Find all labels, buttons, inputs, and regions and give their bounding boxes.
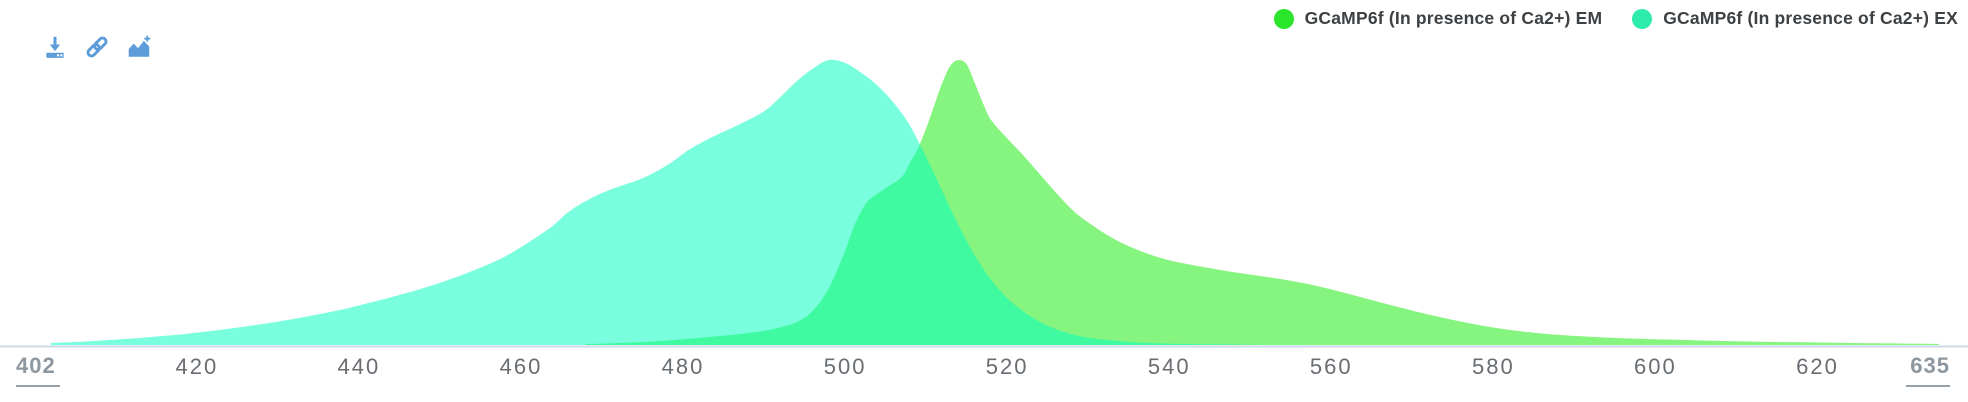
range-max-underline: [1906, 385, 1950, 387]
add-spectrum-button[interactable]: [126, 34, 152, 60]
x-tick-label: 620: [1796, 354, 1839, 379]
legend-item-em[interactable]: GCaMP6f (In presence of Ca2+) EM: [1273, 8, 1603, 29]
x-tick-label: 600: [1634, 354, 1677, 379]
range-min-underline: [16, 385, 60, 387]
x-tick-label: 500: [823, 354, 867, 379]
x-tick-label: 520: [985, 354, 1029, 379]
range-min-input[interactable]: 402: [16, 353, 60, 387]
range-max-value: 635: [1910, 353, 1950, 378]
x-tick-label: 420: [175, 354, 219, 379]
x-tick-label: 460: [499, 354, 543, 379]
legend-item-ex[interactable]: GCaMP6f (In presence of Ca2+) EX: [1632, 8, 1958, 29]
x-tick-label: 440: [337, 354, 381, 379]
legend-label-ex: GCaMP6f (In presence of Ca2+) EX: [1663, 8, 1958, 28]
download-icon: [46, 36, 64, 58]
legend-swatch-em: [1273, 8, 1294, 29]
x-tick-label: 560: [1309, 354, 1353, 379]
permalink-button[interactable]: [84, 34, 110, 60]
series-area-ex[interactable]: [51, 59, 1332, 345]
link-icon: [86, 36, 108, 58]
x-tick-label: 580: [1471, 354, 1515, 379]
x-tick-label: 480: [661, 354, 705, 379]
legend: GCaMP6f (In presence of Ca2+) EM GCaMP6f…: [1273, 8, 1958, 29]
x-axis-tick-labels: 420 440 460 480 500 520 540 560 580 600 620: [0, 354, 1968, 388]
legend-label-em: GCaMP6f (In presence of Ca2+) EM: [1304, 8, 1603, 28]
chart-toolbar: [42, 34, 152, 60]
download-button[interactable]: [42, 34, 68, 60]
x-tick-label: 540: [1147, 354, 1191, 379]
legend-swatch-ex: [1632, 8, 1653, 29]
add-chart-icon: [128, 35, 151, 57]
range-min-value: 402: [16, 353, 56, 378]
range-max-input[interactable]: 635: [1906, 353, 1950, 387]
